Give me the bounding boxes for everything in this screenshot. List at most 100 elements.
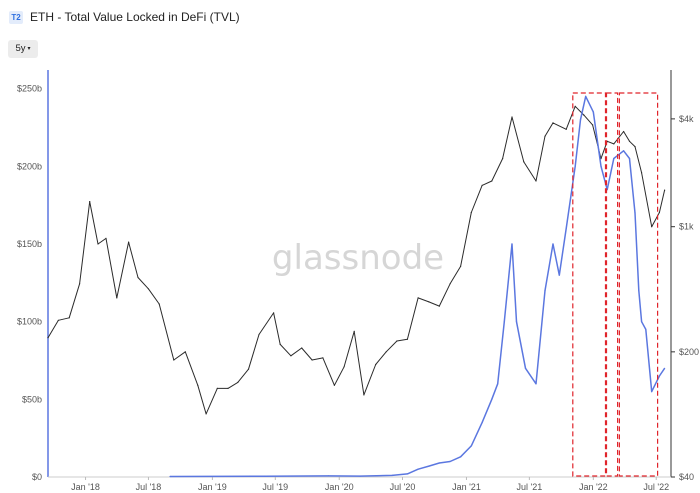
price-point [258, 333, 260, 336]
chart-header: T2 ETH - Total Value Locked in DeFi (TVL… [0, 0, 700, 36]
price-point [205, 413, 207, 415]
price-point [396, 340, 398, 342]
y-right-tick-label: $4k [679, 114, 694, 124]
y-left-tick-label: $150b [17, 239, 42, 249]
tvl-point [558, 274, 560, 276]
price-point [137, 276, 139, 279]
tvl-point [470, 445, 472, 447]
price-point [481, 184, 483, 186]
price-point [105, 237, 107, 239]
price-point [544, 135, 546, 137]
price-point [385, 351, 387, 353]
price-point [227, 387, 229, 389]
price-point [311, 359, 313, 361]
price-point [634, 146, 636, 148]
tvl-point [491, 398, 493, 400]
price-point [428, 301, 430, 303]
tvl-point [169, 475, 171, 478]
y-right-tick-label: $40 [679, 472, 694, 482]
tvl-point [651, 391, 653, 393]
y-left-tick-label: $200b [17, 161, 42, 171]
price-point [449, 283, 451, 285]
tvl-point [544, 290, 546, 292]
x-tick-label: Jul '20 [390, 482, 416, 492]
tvl-point [628, 157, 631, 160]
price-point [664, 189, 666, 191]
x-tick-label: Jan '21 [452, 482, 481, 492]
price-point [322, 357, 324, 359]
y-right-tick-label: $1k [679, 222, 694, 232]
tvl-point [645, 328, 647, 330]
x-tick-label: Jan '18 [71, 482, 100, 492]
price-point [353, 330, 355, 332]
price-point [375, 363, 377, 366]
tvl-point [658, 375, 661, 377]
tvl-point [600, 165, 602, 167]
x-tick-label: Jan '20 [325, 482, 354, 492]
tvl-point [511, 243, 513, 245]
price-point [641, 172, 643, 174]
price-point [173, 359, 175, 361]
price-point [273, 312, 275, 314]
price-point [158, 303, 160, 305]
metric-tier-badge: T2 [9, 11, 23, 24]
price-point [47, 337, 49, 339]
price-point [128, 241, 130, 243]
tvl-point [449, 460, 451, 463]
price-point [57, 319, 60, 321]
price-point [97, 243, 99, 245]
price-point [247, 368, 250, 370]
tvl-point [585, 95, 587, 97]
tvl-point [565, 227, 567, 230]
highlight-box [572, 92, 607, 477]
price-point [535, 180, 537, 182]
y-left-tick-label: $250b [17, 84, 42, 94]
tvl-point [460, 456, 462, 458]
chart-title: ETH - Total Value Locked in DeFi (TVL) [30, 10, 240, 24]
tvl-point [613, 157, 615, 160]
price-point [197, 384, 199, 386]
tvl-point [524, 367, 527, 369]
tvl-point [497, 383, 499, 385]
x-tick-label: Jul '19 [262, 482, 288, 492]
price-point [460, 265, 462, 267]
price-point [417, 297, 419, 299]
price-point [592, 124, 594, 126]
chevron-down-icon: ▾ [27, 46, 31, 52]
tvl-point [428, 465, 430, 467]
tvl-point [359, 475, 361, 477]
price-point [583, 114, 585, 116]
price-point [68, 317, 70, 319]
tvl-point [481, 422, 483, 424]
tvl-point [638, 290, 640, 292]
price-point [184, 351, 186, 353]
tvl-point [552, 243, 554, 245]
price-point [89, 201, 91, 203]
price-point [343, 366, 345, 368]
time-range-label: 5y [15, 43, 26, 54]
y-left-tick-label: $100b [17, 317, 42, 327]
price-point [216, 387, 218, 389]
price-point [651, 226, 653, 228]
tvl-point [406, 473, 408, 475]
price-point [502, 158, 504, 160]
price-point [406, 338, 408, 340]
y-left-tick-label: $50b [22, 394, 42, 404]
x-tick-label: Jul '22 [643, 482, 669, 492]
tvl-point [535, 383, 537, 385]
price-point [79, 283, 81, 285]
price-point [511, 116, 513, 118]
tvl-point [503, 321, 505, 323]
price-point [301, 347, 303, 349]
time-range-dropdown[interactable]: 5y ▾ [8, 40, 38, 58]
price-point [470, 211, 472, 214]
price-point [279, 343, 281, 345]
x-tick-label: Jan '22 [579, 482, 608, 492]
price-point [290, 355, 292, 357]
tvl-point [634, 212, 636, 214]
tvl-point [664, 367, 666, 369]
tvl-point [515, 321, 518, 323]
tvl-point [592, 111, 594, 113]
price-point [552, 122, 554, 124]
